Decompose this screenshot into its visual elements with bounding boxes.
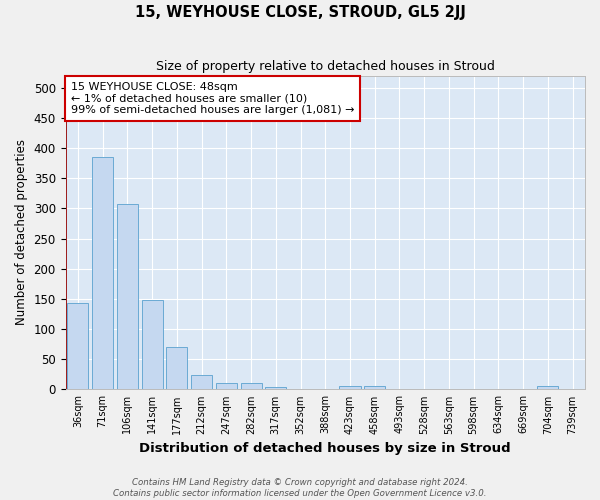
Bar [241,384,262,390]
Bar [538,386,559,390]
Y-axis label: Number of detached properties: Number of detached properties [15,140,28,326]
Bar [340,386,361,390]
Bar [216,384,237,390]
Text: 15, WEYHOUSE CLOSE, STROUD, GL5 2JJ: 15, WEYHOUSE CLOSE, STROUD, GL5 2JJ [134,5,466,20]
Bar [142,300,163,390]
Text: Contains HM Land Registry data © Crown copyright and database right 2024.
Contai: Contains HM Land Registry data © Crown c… [113,478,487,498]
Bar [265,387,286,390]
Bar [67,303,88,390]
Text: 15 WEYHOUSE CLOSE: 48sqm
← 1% of detached houses are smaller (10)
99% of semi-de: 15 WEYHOUSE CLOSE: 48sqm ← 1% of detache… [71,82,354,115]
Bar [92,157,113,390]
Title: Size of property relative to detached houses in Stroud: Size of property relative to detached ho… [156,60,495,73]
X-axis label: Distribution of detached houses by size in Stroud: Distribution of detached houses by size … [139,442,511,455]
Bar [166,346,187,390]
Bar [117,204,138,390]
Bar [191,375,212,390]
Bar [364,386,385,390]
